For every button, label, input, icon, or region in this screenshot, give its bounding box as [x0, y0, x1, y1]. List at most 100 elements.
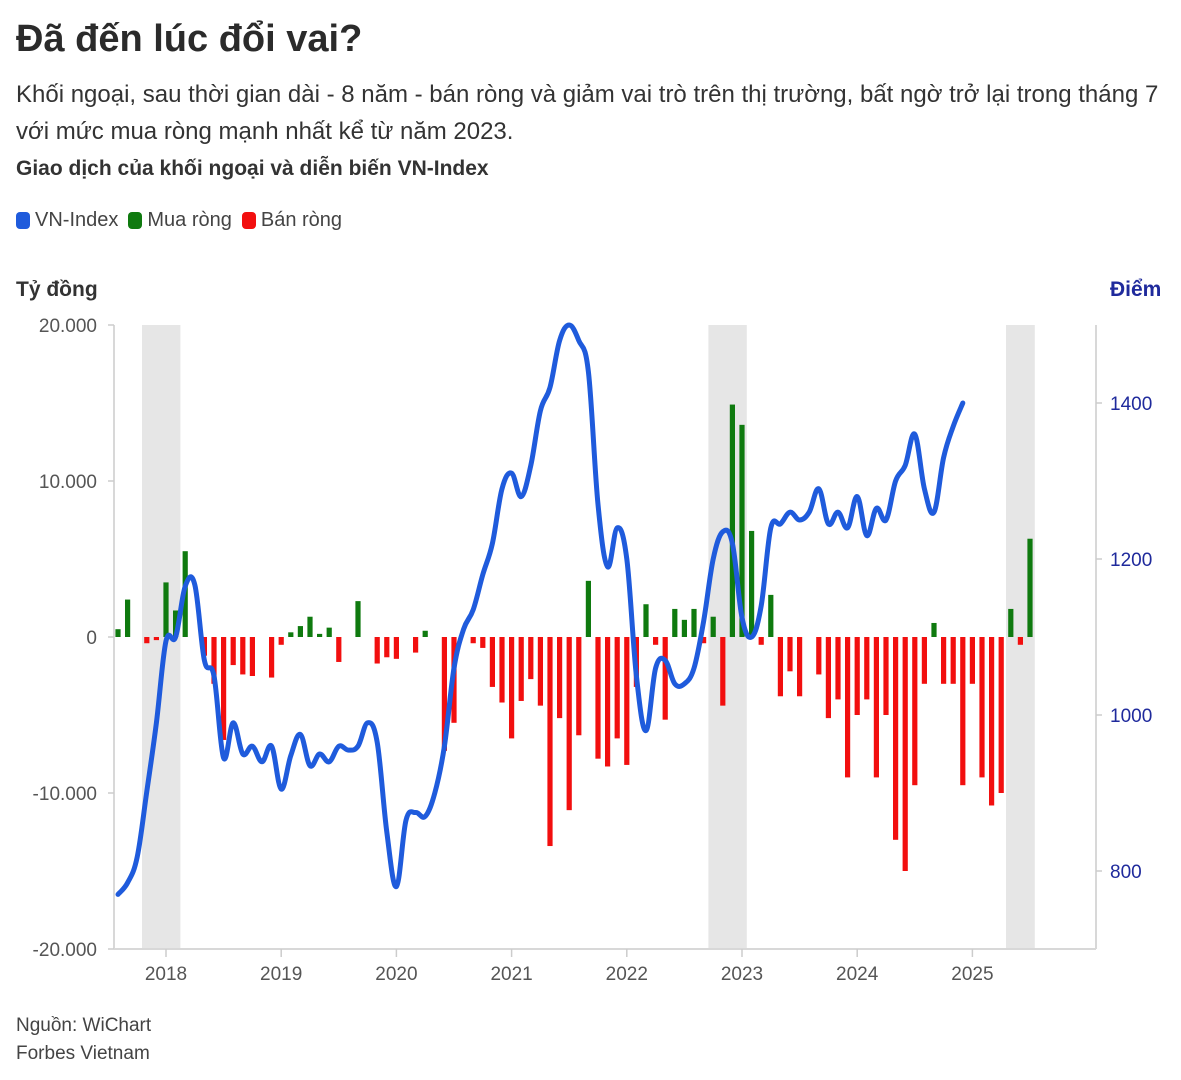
net-sell-bar — [278, 637, 284, 645]
net-sell-bar — [153, 637, 159, 641]
net-buy-bar — [125, 599, 131, 637]
net-sell-bar — [941, 637, 947, 684]
left-tick-label: -10.000 — [33, 784, 97, 805]
net-sell-bar — [653, 637, 659, 645]
net-buy-bar — [643, 604, 649, 637]
net-buy-bar — [355, 601, 361, 637]
net-buy-bar — [297, 626, 303, 637]
legend-label-vn-index: VN-Index — [35, 209, 119, 231]
net-sell-bar — [854, 637, 860, 715]
source-line-2: Forbes Vietnam — [16, 1043, 150, 1064]
source-note: Nguồn: WiChart Forbes Vietnam — [16, 1012, 151, 1068]
net-sell-bar — [595, 637, 601, 759]
x-tick-label: 2018 — [145, 964, 187, 985]
net-sell-bar — [1017, 637, 1023, 645]
page-subtitle: Khối ngoại, sau thời gian dài - 8 năm - … — [16, 81, 1159, 145]
chart-title: Giao dịch của khối ngoại và diễn biến VN… — [16, 157, 489, 180]
net-sell-bar — [624, 637, 630, 765]
net-buy-bar — [749, 530, 755, 637]
net-buy-bar — [115, 629, 121, 637]
net-buy-bar — [710, 616, 716, 637]
net-sell-bar — [249, 637, 255, 676]
net-buy-bar — [1027, 538, 1033, 637]
net-buy-bar — [691, 608, 697, 637]
net-sell-bar — [211, 637, 217, 684]
left-tick-label: -20.000 — [33, 940, 97, 961]
net-sell-bar — [902, 637, 908, 871]
net-sell-bar — [912, 637, 918, 786]
net-sell-bar — [269, 637, 275, 678]
net-sell-bar — [835, 637, 841, 700]
source-line-1: Nguồn: WiChart — [16, 1015, 152, 1036]
legend-item-vn-index[interactable]: VN-Index — [16, 209, 118, 232]
net-sell-bar — [230, 637, 236, 666]
net-sell-bar — [566, 637, 572, 811]
net-sell-bar — [528, 637, 534, 680]
legend-item-net-sell[interactable]: Bán ròng — [241, 209, 343, 232]
net-sell-bar — [777, 637, 783, 697]
left-axis-title: Tỷ đồng — [16, 278, 98, 301]
legend-item-net-buy[interactable]: Mua ròng — [128, 209, 232, 232]
net-sell-bar — [441, 637, 447, 751]
net-buy-bar — [729, 404, 735, 637]
net-sell-bar — [969, 637, 975, 684]
net-buy-bar — [1008, 608, 1014, 637]
net-sell-bar — [384, 637, 390, 658]
net-buy-bar — [307, 616, 313, 637]
net-sell-bar — [605, 637, 611, 767]
net-sell-bar — [413, 637, 419, 653]
net-sell-bar — [950, 637, 956, 684]
left-tick-label: 0 — [86, 628, 97, 649]
net-sell-bar — [662, 637, 668, 720]
x-tick-label: 2019 — [260, 964, 302, 985]
right-tick-label: 1400 — [1110, 394, 1152, 415]
net-buy-bar — [931, 622, 937, 637]
legend-swatch-vn-index — [16, 212, 30, 229]
page-title: Đã đến lúc đổi vai? — [16, 18, 363, 60]
net-sell-bar — [509, 637, 515, 739]
chart-legend: VN-Index Mua ròng Bán ròng — [16, 209, 352, 232]
net-sell-bar — [518, 637, 524, 701]
net-sell-bar — [921, 637, 927, 684]
net-buy-bar — [317, 633, 323, 637]
net-sell-bar — [480, 637, 486, 648]
net-sell-bar — [758, 637, 764, 645]
net-buy-bar — [739, 424, 745, 637]
net-sell-bar — [998, 637, 1004, 793]
net-buy-bar — [326, 627, 332, 637]
tick-labels: 20.000 10.000 0 -10.000 -20.000 1400 1200 1000 8… — [33, 316, 1153, 985]
net-sell-bar — [797, 637, 803, 697]
net-sell-bar — [720, 637, 726, 706]
net-sell-bar — [893, 637, 899, 840]
right-axis-title: Điểm — [1110, 278, 1162, 301]
legend-label-net-sell: Bán ròng — [260, 209, 343, 231]
net-sell-bar — [489, 637, 495, 687]
right-tick-label: 800 — [1110, 862, 1142, 883]
net-sell-bar — [989, 637, 995, 806]
net-buy-bar — [288, 632, 294, 637]
net-sell-bar — [960, 637, 966, 786]
net-buy-bar — [585, 580, 591, 637]
right-tick-label: 1200 — [1110, 550, 1152, 571]
net-buy-bar — [163, 582, 169, 637]
net-sell-bar — [845, 637, 851, 778]
net-buy-bar — [672, 608, 678, 637]
net-sell-bar — [873, 637, 879, 778]
x-tick-label: 2021 — [490, 964, 532, 985]
net-sell-bar — [537, 637, 543, 706]
left-tick-label: 10.000 — [39, 472, 97, 493]
net-flow-bars — [115, 404, 1033, 871]
net-sell-bar — [614, 637, 620, 739]
net-sell-bar — [557, 637, 563, 719]
x-tick-label: 2025 — [951, 964, 993, 985]
net-sell-bar — [240, 637, 246, 675]
left-tick-label: 20.000 — [39, 316, 97, 337]
chart-axes — [108, 324, 1102, 957]
net-sell-bar — [864, 637, 870, 700]
net-sell-bar — [144, 637, 150, 644]
x-tick-label: 2023 — [721, 964, 763, 985]
net-sell-bar — [393, 637, 399, 659]
vn-index-line — [115, 322, 966, 897]
net-sell-bar — [701, 637, 707, 644]
legend-label-net-buy: Mua ròng — [147, 209, 232, 231]
